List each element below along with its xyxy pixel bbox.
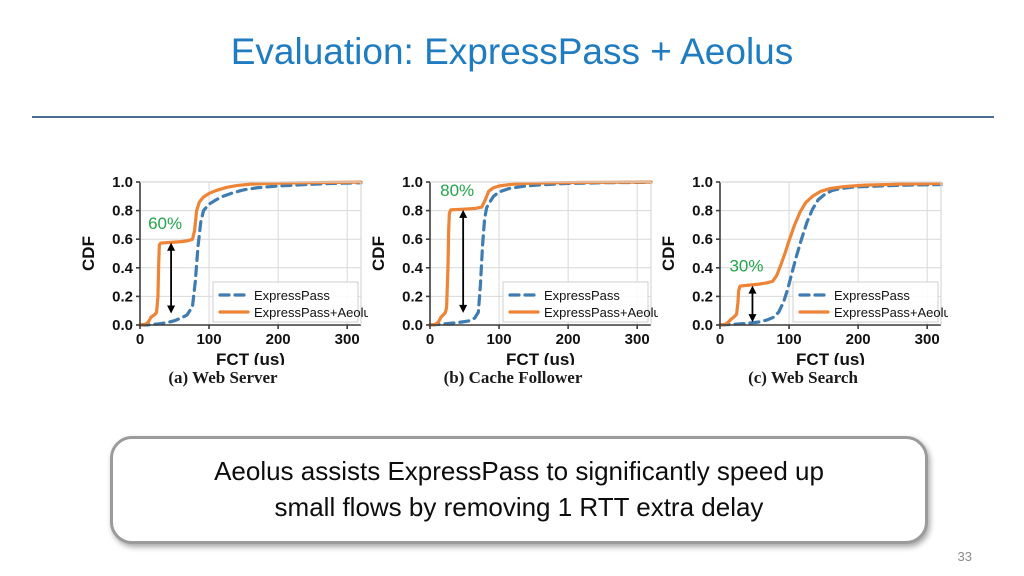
chart-panel-web-server: 0.0 0.2 0.4 0.6 0.8 1.0 0 100 200 300 FCT (us) CDF 6… [78, 160, 368, 405]
chart-caption-cache-follower: (b) Cache Follower [443, 368, 583, 387]
chart-panel-web-search: 0.0 0.2 0.4 0.6 0.8 1.0 0 100 200 300 FCT (us) CDF 3… [658, 160, 948, 405]
svg-text:ExpressPass: ExpressPass [834, 288, 910, 303]
svg-text:ExpressPass+Aeolus: ExpressPass+Aeolus [254, 305, 368, 320]
takeaway-text: Aeolus assists ExpressPass to significan… [188, 454, 850, 526]
svg-text:1.0: 1.0 [112, 174, 133, 191]
svg-text:200: 200 [266, 331, 291, 348]
svg-text:ExpressPass: ExpressPass [544, 288, 620, 303]
svg-text:60%: 60% [148, 214, 182, 233]
svg-text:0: 0 [716, 331, 724, 348]
svg-text:CDF: CDF [369, 236, 388, 271]
svg-text:100: 100 [777, 331, 802, 348]
page-title: Evaluation: ExpressPass + Aeolus [230, 31, 794, 72]
svg-text:FCT (us): FCT (us) [506, 350, 575, 365]
svg-text:0.4: 0.4 [112, 260, 134, 277]
svg-text:0.8: 0.8 [402, 203, 423, 220]
svg-text:ExpressPass+Aeolus: ExpressPass+Aeolus [544, 305, 658, 320]
svg-text:200: 200 [846, 331, 871, 348]
cdf-chart-web-search: 0.0 0.2 0.4 0.6 0.8 1.0 0 100 200 300 FCT (us) CDF 3… [659, 174, 948, 365]
takeaway-callout: Aeolus assists ExpressPass to significan… [110, 436, 928, 544]
svg-text:0.4: 0.4 [402, 260, 424, 277]
chart-caption-web-server: (a) Web Server [168, 368, 278, 387]
svg-text:ExpressPass+Aeolus: ExpressPass+Aeolus [834, 305, 948, 320]
svg-text:200: 200 [556, 331, 581, 348]
takeaway-line-2: small flows by removing 1 RTT extra dela… [274, 492, 764, 522]
cdf-chart-web-server: 0.0 0.2 0.4 0.6 0.8 1.0 0 100 200 300 FCT (us) CDF 6… [79, 174, 368, 365]
svg-text:0: 0 [136, 331, 144, 348]
svg-text:0.6: 0.6 [112, 231, 133, 248]
svg-text:CDF: CDF [79, 236, 98, 271]
svg-text:0.6: 0.6 [692, 231, 713, 248]
svg-text:0.2: 0.2 [692, 288, 713, 305]
svg-text:0: 0 [426, 331, 434, 348]
takeaway-line-1: Aeolus assists ExpressPass to significan… [214, 456, 824, 487]
svg-text:0.0: 0.0 [112, 317, 133, 334]
svg-text:100: 100 [197, 331, 222, 348]
figure-row: 0.0 0.2 0.4 0.6 0.8 1.0 0 100 200 300 FCT (us) CDF 6… [60, 160, 970, 405]
svg-text:CDF: CDF [659, 236, 678, 271]
svg-text:80%: 80% [440, 181, 474, 200]
svg-text:ExpressPass: ExpressPass [254, 288, 330, 303]
chart-panel-cache-follower: 0.0 0.2 0.4 0.6 0.8 1.0 0 100 200 300 FCT (us) CDF 8… [368, 160, 658, 405]
svg-text:100: 100 [487, 331, 512, 348]
svg-text:0.4: 0.4 [692, 260, 714, 277]
svg-text:1.0: 1.0 [692, 174, 713, 191]
svg-text:0.0: 0.0 [692, 317, 713, 334]
svg-text:0.6: 0.6 [402, 231, 423, 248]
svg-text:30%: 30% [729, 257, 763, 276]
svg-text:300: 300 [625, 331, 650, 348]
chart-caption-web-search: (c) Web Search [748, 368, 858, 387]
title-divider [32, 116, 994, 118]
svg-text:0.0: 0.0 [402, 317, 423, 334]
svg-text:FCT (us): FCT (us) [216, 350, 285, 365]
svg-text:0.2: 0.2 [112, 288, 133, 305]
svg-text:300: 300 [335, 331, 360, 348]
svg-text:1.0: 1.0 [402, 174, 423, 191]
svg-text:0.8: 0.8 [112, 203, 133, 220]
cdf-chart-cache-follower: 0.0 0.2 0.4 0.6 0.8 1.0 0 100 200 300 FCT (us) CDF 8… [369, 174, 658, 365]
svg-text:300: 300 [915, 331, 940, 348]
page-number: 33 [957, 549, 972, 564]
svg-text:FCT (us): FCT (us) [796, 350, 865, 365]
svg-text:0.2: 0.2 [402, 288, 423, 305]
svg-text:0.8: 0.8 [692, 203, 713, 220]
